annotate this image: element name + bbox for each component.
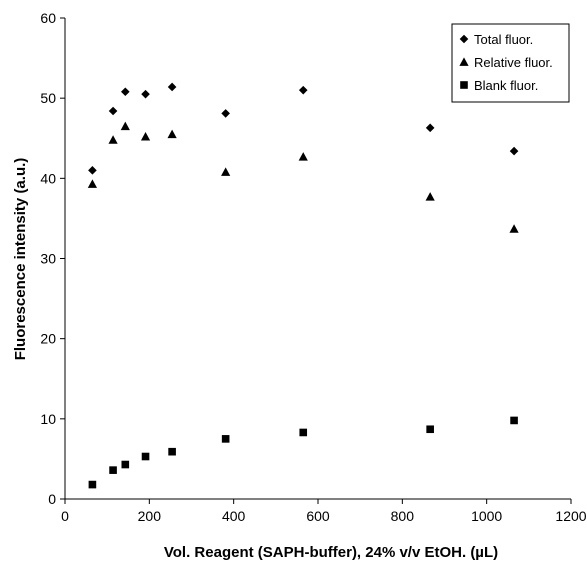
series-square: [88, 416, 518, 489]
legend-marker-square: [460, 81, 468, 89]
data-point-square: [141, 452, 150, 461]
data-point-triangle: [509, 224, 519, 233]
data-point-diamond: [88, 166, 97, 175]
legend-box: [451, 23, 570, 103]
x-tick-label: 1200: [555, 508, 586, 524]
x-axis-title: Vol. Reagent (SAPH-buffer), 24% v/v EtOH…: [164, 544, 498, 561]
data-point-square: [299, 428, 308, 437]
y-axis-title: Fluorescence intensity (a.u.): [12, 158, 29, 361]
legend-label: Relative fluor.: [474, 55, 553, 70]
legend-marker-diamond: [459, 34, 469, 44]
legend-label: Total fluor.: [474, 32, 533, 47]
data-point-triangle: [108, 135, 118, 144]
series-triangle: [87, 121, 519, 233]
x-tick-label: 1000: [471, 508, 502, 524]
legend-label: Blank fluor.: [474, 78, 538, 93]
y-tick-label: 50: [40, 90, 56, 106]
legend: Total fluor. Relative fluor. Blank fluor.: [451, 23, 570, 103]
data-point-square: [109, 466, 117, 474]
y-tick-label: 10: [40, 411, 56, 427]
data-point-square: [221, 435, 230, 443]
data-point-triangle: [221, 167, 231, 176]
data-points: [87, 82, 519, 489]
x-tick-label: 600: [306, 508, 330, 524]
tick-marks: [60, 17, 572, 504]
y-tick-label: 60: [40, 10, 56, 26]
data-point-triangle: [298, 152, 308, 161]
x-tick-label: 200: [138, 508, 162, 524]
data-point-diamond: [425, 123, 435, 133]
x-tick-label: 0: [61, 508, 69, 524]
data-point-triangle: [425, 192, 435, 201]
data-point-triangle: [140, 132, 151, 141]
data-point-diamond: [120, 87, 130, 97]
data-point-diamond: [298, 85, 308, 95]
y-tick-label: 40: [40, 170, 56, 186]
data-point-square: [426, 425, 434, 434]
data-point-diamond: [509, 146, 519, 156]
data-point-diamond: [141, 89, 150, 99]
data-point-triangle: [120, 121, 130, 131]
y-tick-label: 0: [48, 491, 56, 507]
y-tick-label: 30: [40, 251, 56, 267]
data-point-square: [88, 480, 97, 489]
series-diamond: [88, 82, 519, 175]
x-tick-label: 400: [222, 508, 246, 524]
data-point-diamond: [167, 82, 177, 92]
data-point-triangle: [167, 129, 177, 139]
data-point-square: [121, 460, 130, 469]
data-point-diamond: [221, 109, 230, 118]
data-point-diamond: [108, 106, 118, 116]
y-tick-label: 20: [40, 331, 56, 347]
legend-marker-triangle: [459, 57, 469, 66]
data-point-triangle: [87, 179, 98, 188]
data-point-square: [510, 416, 518, 425]
x-tick-label: 800: [391, 508, 415, 524]
data-point-square: [168, 447, 176, 456]
